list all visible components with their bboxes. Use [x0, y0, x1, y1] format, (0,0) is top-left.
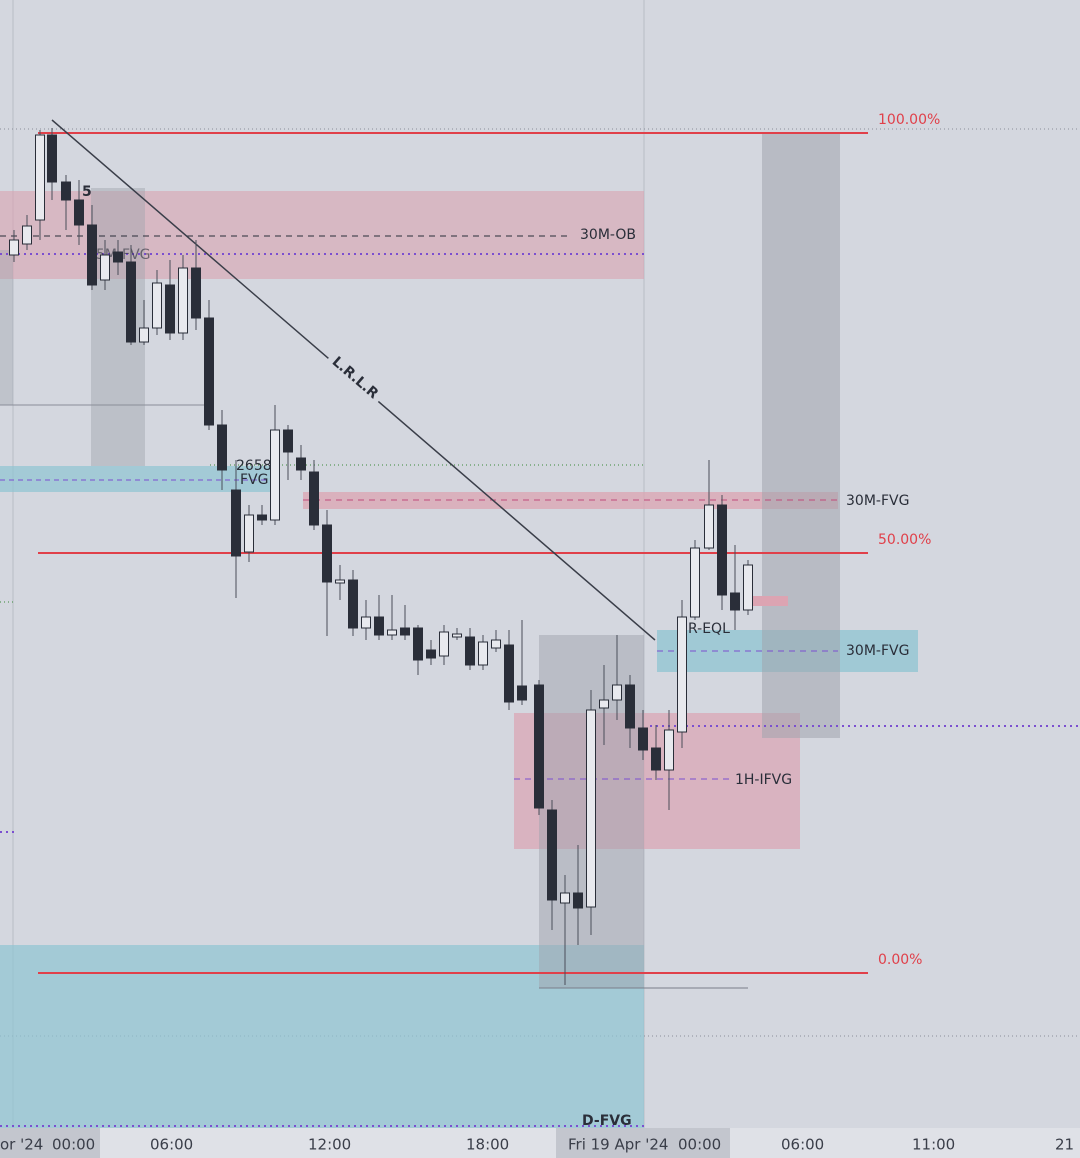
time-label: Fri 19 Apr '24 [568, 1136, 668, 1154]
candle-body [517, 685, 527, 701]
candle-body [439, 631, 449, 657]
candle-body [465, 636, 475, 666]
candle-body [491, 639, 501, 649]
candle-body [638, 727, 648, 751]
candle-body [452, 633, 462, 638]
zone-label: FVG [240, 472, 268, 488]
axis-labels: or '24 00:00 06:00 12:00 18:00 Fri 19 Apr '24… [0, 1136, 1074, 1154]
candle-body [664, 729, 674, 771]
candle-body [625, 684, 635, 729]
candle-body [87, 224, 97, 286]
zone-label: 30M-FVG [846, 493, 909, 509]
candle-body [22, 225, 32, 245]
dfvg-zone [0, 945, 644, 1128]
candle-body [717, 504, 727, 596]
candle-body [100, 254, 110, 281]
candle-body [743, 564, 753, 611]
price-label: 2658 [236, 458, 272, 474]
candle-body [74, 199, 84, 226]
range-box [91, 188, 145, 466]
zone-label: 30M-FVG [846, 643, 909, 659]
candle-body [283, 429, 293, 453]
time-label: 18:00 [466, 1136, 509, 1154]
candle-body [547, 809, 557, 901]
fvg-zone [0, 466, 270, 492]
candle-body [560, 892, 570, 904]
candle-body [165, 284, 175, 334]
zone-label: 30M-OB [580, 227, 636, 243]
candle-body [178, 267, 188, 334]
candle-body [651, 747, 661, 771]
candle-body [217, 424, 227, 471]
count-label: 5 [82, 184, 92, 200]
candle-body [139, 327, 149, 343]
candle-body [35, 134, 45, 221]
candle-body [335, 579, 345, 584]
candle-body [47, 134, 57, 183]
fib-label: 50.00% [878, 532, 931, 548]
candle-body [361, 616, 371, 629]
candle-body [270, 429, 280, 521]
axis-highlight [556, 1128, 730, 1158]
candles [9, 128, 753, 985]
candle-body [204, 317, 214, 426]
candle-body [322, 524, 332, 583]
candle-body [257, 514, 267, 521]
candle-body [573, 892, 583, 909]
candle-body [730, 592, 740, 611]
candle-body [296, 457, 306, 471]
candle-body [244, 514, 254, 553]
target-box [762, 133, 840, 738]
fvg-zone [752, 596, 788, 606]
candle-body [677, 616, 687, 733]
time-label: 11:00 [912, 1136, 955, 1154]
candle-body [387, 629, 397, 636]
candle-body [309, 471, 319, 526]
candle-body [61, 181, 71, 201]
candle-body [599, 699, 609, 709]
candle-body [534, 684, 544, 809]
time-label: or '24 [0, 1136, 43, 1154]
time-label: 12:00 [308, 1136, 351, 1154]
time-label: 21 [1055, 1136, 1074, 1154]
zone-label: R-EQL [688, 621, 730, 637]
candle-body [586, 709, 596, 908]
candle-body [413, 627, 423, 661]
axis-highlight [0, 1128, 100, 1158]
candle-body [348, 579, 358, 629]
time-label: 00:00 [52, 1136, 95, 1154]
candle-body [191, 267, 201, 319]
candle-body [9, 239, 19, 256]
candle-body [374, 616, 384, 636]
trendline-gap [318, 342, 392, 414]
fib-label: 100.00% [878, 112, 940, 128]
candle-body [504, 644, 514, 703]
time-label: 00:00 [678, 1136, 721, 1154]
zone-label: D-FVG [582, 1113, 632, 1129]
zone-label: 1H-IFVG [735, 772, 792, 788]
candle-body [231, 489, 241, 557]
candle-body [126, 261, 136, 343]
candle-body [400, 627, 410, 636]
range-box [0, 250, 13, 405]
candle-body [690, 547, 700, 618]
candle-body [426, 649, 436, 659]
candle-body [113, 251, 123, 263]
time-label: 06:00 [150, 1136, 193, 1154]
candle-body [704, 504, 714, 549]
fib-label: 0.00% [878, 952, 922, 968]
candle-body [152, 282, 162, 329]
time-label: 06:00 [781, 1136, 824, 1154]
candle-body [612, 684, 622, 701]
time-axis [0, 1128, 1080, 1158]
candle-body [478, 641, 488, 666]
